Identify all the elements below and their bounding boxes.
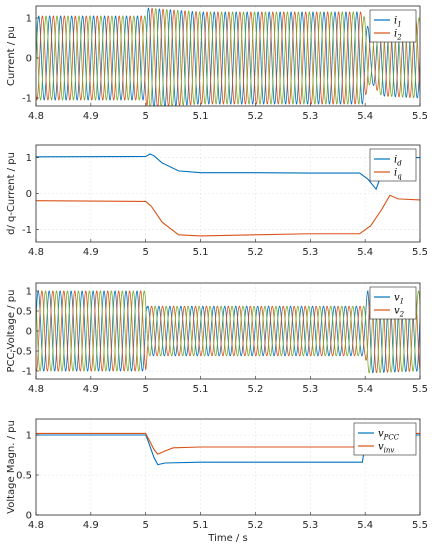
y-tick-label: 1 [26,431,32,442]
series-line-3 [36,288,420,374]
x-tick-label: 5.5 [412,520,428,531]
legend-label: i1 [394,16,402,29]
y-axis-label: Current / pu [6,26,17,86]
legend-box [369,9,417,43]
y-tick-label: 1 [26,14,32,25]
y-tick-label: 0 [26,327,32,338]
x-tick-label: 5.4 [357,384,373,395]
plot-frame [35,5,421,107]
legend-label: iq [394,168,402,181]
series-line-1 [36,153,420,191]
x-tick-label: 5 [143,384,149,395]
legend-box [369,148,417,182]
y-tick-label: -1 [22,94,32,105]
y-tick-label: 0.5 [16,307,32,318]
x-tick-label: 5.1 [193,384,209,395]
legend-box [369,286,417,320]
y-tick-label: 0 [26,54,32,65]
x-tick-label: 5.3 [302,520,318,531]
y-tick-label: -1 [22,367,32,378]
series-line-2 [36,7,420,106]
chart-panel-4: 4.8 4.9 5 5.1 5.2 5.3 5.4 5.5 0 0.5 1 Voltage Magn.… [6,418,428,544]
x-tick-label: 5.5 [412,384,428,395]
x-tick-label: 5.2 [247,247,263,258]
x-tick-label: 4.9 [83,520,99,531]
legend-label: i2 [394,29,402,42]
chart-panel-3: 4.8 4.9 5 5.1 5.2 5.3 5.4 5.5 -1 -0.5 0 0.5 1 PCC-Vol… [6,282,428,395]
x-tick-label: 5.5 [412,111,428,122]
y-tick-label: 1 [26,153,32,164]
y-tick-label: 0 [26,511,32,522]
x-tick-label: 5.2 [247,384,263,395]
x-tick-label: 5 [143,247,149,258]
legend-label: v1 [394,293,404,306]
x-tick-label: 4.8 [28,384,44,395]
y-axis-label: d/ q-Current / pu [6,152,17,235]
x-tick-label: 4.9 [83,247,99,258]
x-tick-label: 5.1 [193,247,209,258]
legend-label: id [394,155,402,168]
x-tick-label: 5.3 [302,111,318,122]
x-tick-label: 4.8 [28,111,44,122]
x-tick-label: 5.4 [357,520,373,531]
y-axis-label: PCC-Voltage / pu [6,290,17,373]
x-tick-label: 5.4 [357,111,373,122]
x-tick-label: 5.4 [357,247,373,258]
y-axis-label: Voltage Magn. / pu [6,420,17,514]
x-tick-label: 4.8 [28,520,44,531]
x-tick-label: 5 [143,520,149,531]
x-tick-label: 5.1 [193,520,209,531]
x-tick-label: 5.2 [247,111,263,122]
legend-box [353,422,417,456]
legend-label: v2 [394,306,405,319]
x-tick-label: 5.1 [193,111,209,122]
plot-frame [35,418,421,516]
x-tick-label: 4.9 [83,111,99,122]
series-line-2 [36,288,420,374]
x-tick-label: 5.5 [412,247,428,258]
x-axis-label: Time / s [207,533,247,544]
x-tick-label: 5.3 [302,384,318,395]
chart-panel-1: 4.8 4.9 5 5.1 5.2 5.3 5.4 5.5 -1 0 1 Current / pu i1… [6,5,428,122]
series-line-1 [36,7,420,106]
legend-label: vinv [378,442,394,455]
series-line-3 [36,8,420,106]
y-tick-label: 0 [26,189,32,200]
y-tick-label: 0.5 [16,471,32,482]
x-tick-label: 5 [143,111,149,122]
chart-panel-2: 4.8 4.9 5 5.1 5.2 5.3 5.4 5.5 -1 0 1 d/ q-Current /… [6,144,428,258]
x-tick-label: 5.2 [247,520,263,531]
x-tick-label: 4.8 [28,247,44,258]
series-line-2 [36,194,420,237]
y-tick-label: -0.5 [12,347,32,358]
x-tick-label: 5.3 [302,247,318,258]
x-tick-label: 4.9 [83,384,99,395]
legend-label: vPCC [378,429,400,442]
y-tick-label: 1 [26,287,32,298]
y-tick-label: -1 [22,225,32,236]
series-line-1 [36,288,420,374]
